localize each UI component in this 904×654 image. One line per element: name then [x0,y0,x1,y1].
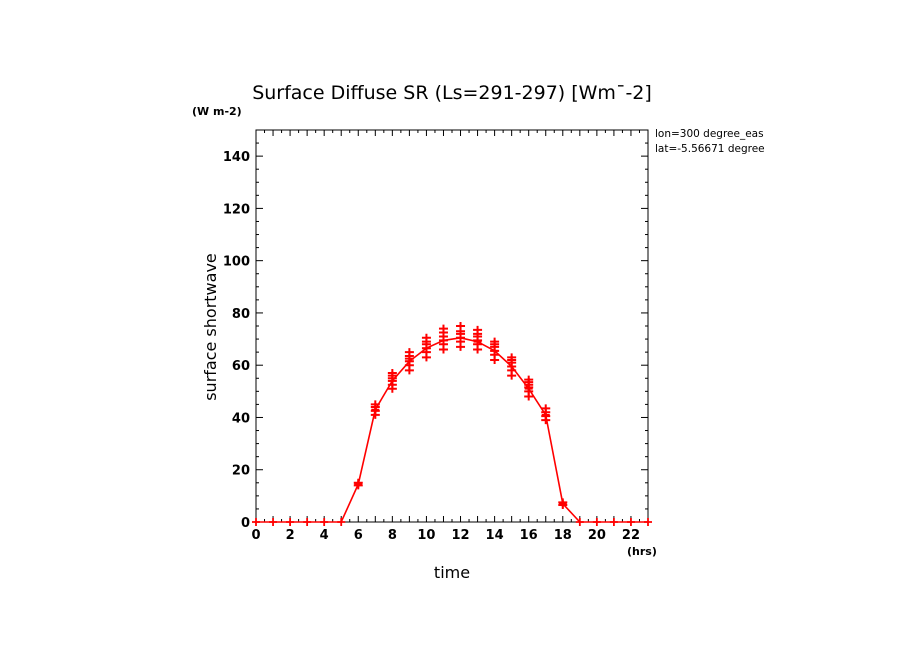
series-point [592,518,601,526]
scatter-point [387,369,397,378]
y-tick-label: 140 [223,150,250,165]
y-tick-label: 80 [232,307,250,322]
y-tick-label: 0 [241,516,250,531]
scatter-point [541,404,551,413]
scatter-point [438,324,448,333]
annotation-lon: lon=300 degree_eas [655,128,764,140]
y-tick-label: 100 [223,255,250,270]
y-unit-label: (W m-2) [192,105,242,118]
scatter-point [353,478,363,487]
x-tick-label: 4 [320,528,329,543]
x-tick-label: 0 [251,528,260,543]
x-tick-label: 16 [520,528,538,543]
scatter-point [404,348,414,357]
scatter-point [524,375,534,384]
x-axis-label: time [434,563,470,582]
x-tick-label: 18 [554,528,572,543]
series-point [269,518,278,526]
scatter-point [490,337,500,346]
series-point [320,518,329,526]
series-line [256,336,648,523]
x-tick-label: 20 [588,528,606,543]
scatter-point [507,353,517,362]
y-tick-label: 40 [232,411,250,426]
x-tick-label: 8 [388,528,397,543]
series-point [252,518,260,526]
scatter-point [456,322,466,330]
scatter-point [473,325,483,334]
scatter-point [558,498,568,507]
series-point [609,518,618,526]
x-tick-label: 12 [451,528,469,543]
y-tick-label: 20 [232,464,250,479]
y-axis-label: surface shortwave [201,253,220,401]
x-tick-label: 2 [286,528,295,543]
series-point [644,518,652,526]
plot-frame [255,129,649,523]
y-tick-label: 120 [223,202,250,217]
x-tick-label: 14 [486,528,504,543]
series-point [626,518,635,526]
x-tick-label: 22 [622,528,640,543]
series-marks [252,322,652,526]
scatter-point [421,333,431,342]
chart-title: Surface Diffuse SR (Ls=291-297) [Wm¯-2] [252,82,652,104]
series-point [303,518,312,526]
x-unit-label: (hrs) [627,545,657,558]
axis-ticks [255,129,649,523]
annotation-lat: lat=-5.56671 degree [655,143,765,155]
axis-tick-labels: 0 2 4 6 8 10 12 14 16 18 20 22 0 20 40 60 80 100 120 140 [223,150,640,543]
scatter-point [370,400,380,409]
series-point [337,518,346,526]
x-tick-label: 10 [417,528,435,543]
series-point [286,518,295,526]
y-tick-label: 60 [232,359,250,374]
x-tick-label: 6 [354,528,363,543]
series-point [575,518,584,526]
